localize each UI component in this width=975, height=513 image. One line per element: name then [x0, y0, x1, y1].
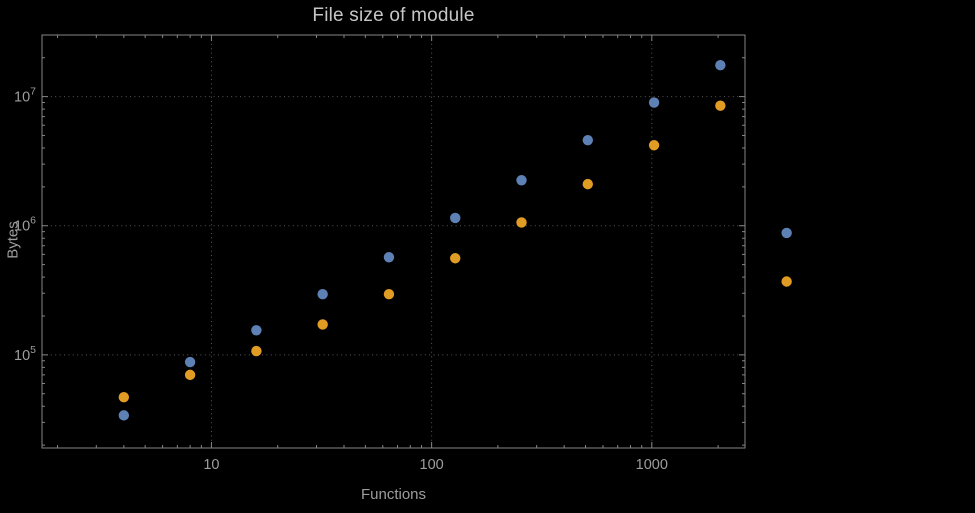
data-point-blue	[715, 60, 726, 71]
x-tick-label: 100	[420, 457, 444, 473]
data-point-blue	[516, 175, 527, 186]
axis-ticks	[42, 35, 745, 448]
x-tick-label: 10	[203, 457, 219, 473]
data-point-blue	[781, 227, 792, 239]
data-point-blue	[582, 134, 593, 146]
data-point-blue	[184, 356, 196, 368]
data-point-blue	[317, 288, 328, 300]
data-point-blue	[251, 325, 262, 336]
data-point-orange	[317, 319, 328, 330]
data-point-blue	[118, 410, 130, 421]
series-blue	[118, 60, 792, 421]
gridlines	[42, 35, 745, 448]
x-axis-label: Functions	[360, 486, 427, 503]
data-point-blue	[648, 97, 660, 108]
series-orange	[118, 100, 792, 403]
y-tick-label: 105	[14, 344, 36, 364]
plot-frame	[41, 34, 746, 449]
data-point-orange	[118, 392, 130, 403]
data-point-orange	[516, 217, 527, 228]
data-point-orange	[781, 276, 792, 287]
data-point-orange	[648, 140, 660, 151]
data-point-blue	[450, 212, 461, 224]
data-point-orange	[383, 288, 395, 300]
y-tick-label: 106	[14, 215, 36, 235]
data-point-orange	[450, 253, 461, 264]
data-point-blue	[383, 252, 395, 263]
tick-labels: 10 100 1000 105 106 107	[14, 86, 668, 473]
data-point-orange	[251, 345, 262, 357]
data-point-orange	[715, 100, 726, 111]
y-tick-label: 107	[14, 86, 36, 106]
data-point-orange	[184, 369, 196, 381]
data-point-orange	[582, 178, 593, 190]
chart-title: File size of module	[312, 5, 475, 26]
x-tick-label: 1000	[636, 457, 668, 473]
